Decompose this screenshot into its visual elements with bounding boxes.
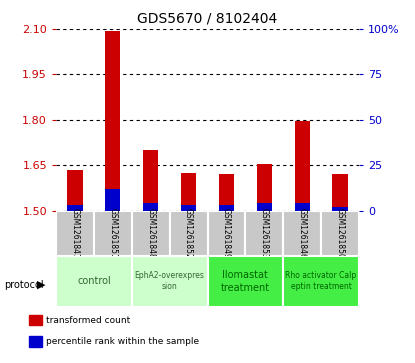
Bar xyxy=(332,174,348,211)
Bar xyxy=(67,170,83,211)
Text: transformed count: transformed count xyxy=(46,316,130,325)
Bar xyxy=(105,189,120,211)
Text: GSM1261852: GSM1261852 xyxy=(184,208,193,258)
FancyBboxPatch shape xyxy=(208,256,283,307)
Bar xyxy=(181,205,196,211)
Text: percentile rank within the sample: percentile rank within the sample xyxy=(46,337,199,346)
FancyBboxPatch shape xyxy=(245,211,283,256)
Bar xyxy=(257,164,272,211)
FancyBboxPatch shape xyxy=(132,256,208,307)
FancyBboxPatch shape xyxy=(321,211,359,256)
Title: GDS5670 / 8102404: GDS5670 / 8102404 xyxy=(137,11,278,25)
Text: ▶: ▶ xyxy=(37,280,45,290)
Text: GSM1261850: GSM1261850 xyxy=(336,208,344,259)
FancyBboxPatch shape xyxy=(94,211,132,256)
FancyBboxPatch shape xyxy=(56,211,94,256)
Text: GSM1261848: GSM1261848 xyxy=(146,208,155,258)
FancyBboxPatch shape xyxy=(170,211,208,256)
FancyBboxPatch shape xyxy=(208,211,245,256)
Text: control: control xyxy=(77,276,111,286)
Bar xyxy=(332,207,348,211)
Bar xyxy=(219,174,234,211)
Text: protocol: protocol xyxy=(4,280,44,290)
Text: Rho activator Calp
eptin treatment: Rho activator Calp eptin treatment xyxy=(286,271,357,291)
Bar xyxy=(143,150,158,211)
Text: GSM1261847: GSM1261847 xyxy=(71,208,79,259)
FancyBboxPatch shape xyxy=(132,211,170,256)
Bar xyxy=(295,203,310,211)
Text: Ilomastat
treatment: Ilomastat treatment xyxy=(221,270,270,293)
Text: GSM1261846: GSM1261846 xyxy=(298,208,307,259)
Bar xyxy=(105,30,120,211)
FancyBboxPatch shape xyxy=(56,256,132,307)
Bar xyxy=(181,173,196,211)
Bar xyxy=(67,205,83,211)
Text: GSM1261849: GSM1261849 xyxy=(222,208,231,259)
Bar xyxy=(143,203,158,211)
Bar xyxy=(219,205,234,211)
Bar xyxy=(295,121,310,211)
FancyBboxPatch shape xyxy=(283,256,359,307)
Text: GSM1261853: GSM1261853 xyxy=(260,208,269,259)
Bar xyxy=(29,315,42,325)
FancyBboxPatch shape xyxy=(283,211,321,256)
Bar xyxy=(29,336,42,347)
Text: GSM1261851: GSM1261851 xyxy=(108,208,117,258)
Text: EphA2-overexpres
sion: EphA2-overexpres sion xyxy=(135,271,205,291)
Bar xyxy=(257,203,272,211)
